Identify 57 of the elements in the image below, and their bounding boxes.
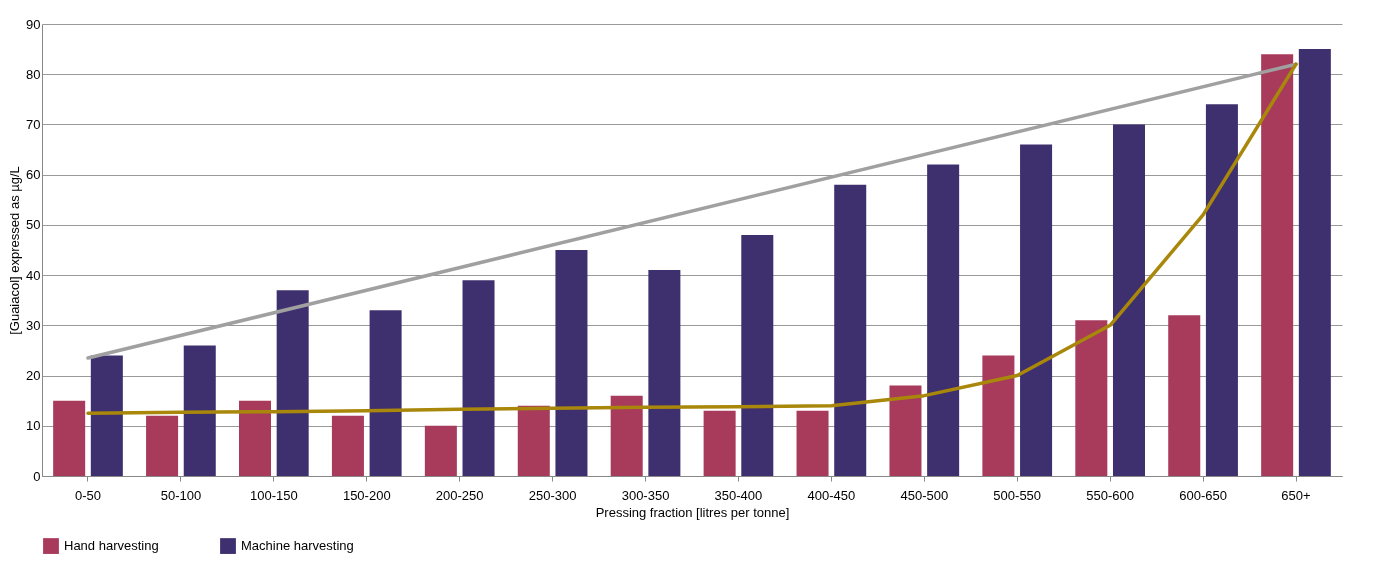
x-tick-label: 450-500 <box>900 487 949 503</box>
bar <box>462 280 495 476</box>
y-tick-label: 70 <box>26 116 41 132</box>
x-tick-label: 550-600 <box>1086 487 1135 503</box>
bar <box>927 164 960 476</box>
y-tick-label: 60 <box>26 167 41 183</box>
bar <box>889 385 922 476</box>
bar <box>648 270 681 476</box>
bar <box>610 395 643 476</box>
x-tick-label: 200-250 <box>435 487 484 503</box>
y-tick-label: 10 <box>26 418 41 434</box>
x-axis-title: Pressing fraction [litres per tonne] <box>595 504 790 520</box>
bar <box>1020 144 1053 476</box>
bar <box>90 355 123 476</box>
y-axis-title: [Guaiacol] expressed as µg/L <box>7 166 23 335</box>
legend-label: Hand harvesting <box>64 538 159 554</box>
x-tick-label: 50-100 <box>160 487 202 503</box>
x-tick-label: 300-350 <box>621 487 670 503</box>
bar <box>146 415 179 476</box>
y-tick-label: 30 <box>26 317 41 333</box>
bar <box>1075 320 1108 476</box>
bar <box>276 290 309 476</box>
bar <box>1298 49 1331 476</box>
legend-label: Machine harvesting <box>241 538 354 554</box>
x-tick-label: 650+ <box>1281 487 1311 503</box>
bar <box>53 400 86 476</box>
bar <box>239 400 272 476</box>
bar <box>703 410 736 476</box>
bar <box>369 310 402 476</box>
bar <box>1261 54 1294 476</box>
bar <box>424 425 457 476</box>
line-series <box>86 62 1298 415</box>
y-tick-label: 50 <box>26 217 41 233</box>
bar <box>796 410 829 476</box>
x-tick-label: 100-150 <box>249 487 298 503</box>
x-tick-label: 600-650 <box>1179 487 1227 503</box>
bar <box>183 345 216 476</box>
y-tick-label: 80 <box>26 66 41 82</box>
bar <box>555 250 588 476</box>
x-tick-label: 0-50 <box>74 487 102 503</box>
x-tick-label: 250-300 <box>528 487 577 503</box>
x-tick-label: 400-450 <box>807 487 856 503</box>
x-tick-label: 500-550 <box>993 487 1042 503</box>
bar <box>1205 104 1238 476</box>
bar <box>982 355 1015 476</box>
bar <box>1168 315 1201 476</box>
bar <box>741 234 774 476</box>
y-tick-label: 0 <box>33 468 41 484</box>
x-tick-label: 150-200 <box>342 487 391 503</box>
y-tick-label: 90 <box>26 16 41 32</box>
y-tick-label: 20 <box>26 368 41 384</box>
bar <box>331 415 364 476</box>
bar <box>834 184 867 476</box>
bar <box>1112 124 1145 476</box>
y-tick-label: 40 <box>26 267 41 283</box>
bar <box>517 405 550 476</box>
x-tick-label: 350-400 <box>714 487 763 503</box>
